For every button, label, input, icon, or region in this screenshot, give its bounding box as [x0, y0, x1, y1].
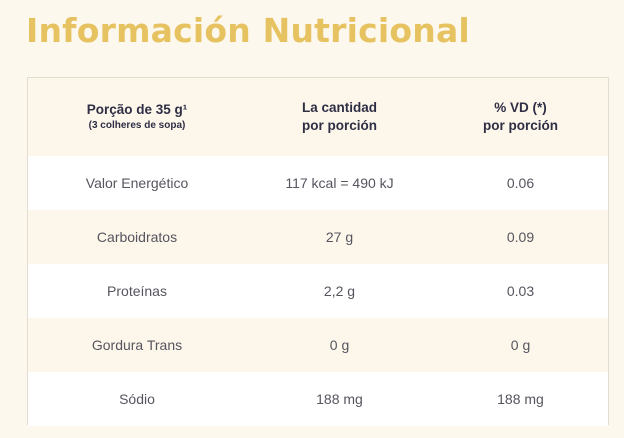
header-serving-sub: (3 colheres de sopa): [88, 120, 186, 131]
nutrient-amount: 117 kcal = 490 kJ: [285, 175, 394, 191]
nutrient-dv: 188 mg: [497, 391, 544, 407]
nutrient-amount: 2,2 g: [323, 283, 356, 299]
nutrient-dv: 0.03: [506, 283, 535, 299]
nutrient-amount: 27 g: [325, 229, 354, 245]
nutrient-name: Proteínas: [107, 283, 167, 299]
header-daily-value: % VD (*) por porción: [433, 78, 608, 156]
table-header-row: Porção de 35 g¹ (3 colheres de sopa) La …: [28, 78, 608, 156]
header-amount-line1: La cantidad: [301, 100, 377, 115]
nutrient-name: Sódio: [119, 391, 155, 407]
nutrient-name: Carboidratos: [96, 229, 178, 245]
nutrient-amount: 188 mg: [316, 391, 363, 407]
nutrient-dv: 0.09: [506, 229, 535, 245]
header-serving-label: Porção de 35 g¹: [86, 102, 188, 117]
header-amount-line2: por porción: [302, 118, 377, 133]
table-row: Valor Energético 117 kcal = 490 kJ 0.06: [28, 156, 608, 210]
table-row: Carboidratos 27 g 0.09: [28, 210, 608, 264]
nutrition-table: Porção de 35 g¹ (3 colheres de sopa) La …: [27, 77, 609, 426]
table-row: Gordura Trans 0 g 0 g: [28, 318, 608, 372]
header-dv-line1: % VD (*): [494, 100, 547, 115]
nutrient-name: Valor Energético: [85, 175, 189, 191]
nutrient-dv: 0.06: [506, 175, 535, 191]
nutrient-name: Gordura Trans: [91, 337, 183, 353]
nutrient-amount: 0 g: [329, 337, 350, 353]
table-row: Proteínas 2,2 g 0.03: [28, 264, 608, 318]
header-dv-line2: por porción: [483, 118, 558, 133]
header-serving: Porção de 35 g¹ (3 colheres de sopa): [28, 78, 246, 156]
page-title: Información Nutricional: [26, 11, 470, 50]
nutrient-dv: 0 g: [510, 337, 531, 353]
header-amount: La cantidad por porción: [246, 78, 433, 156]
table-row: Sódio 188 mg 188 mg: [28, 372, 608, 426]
